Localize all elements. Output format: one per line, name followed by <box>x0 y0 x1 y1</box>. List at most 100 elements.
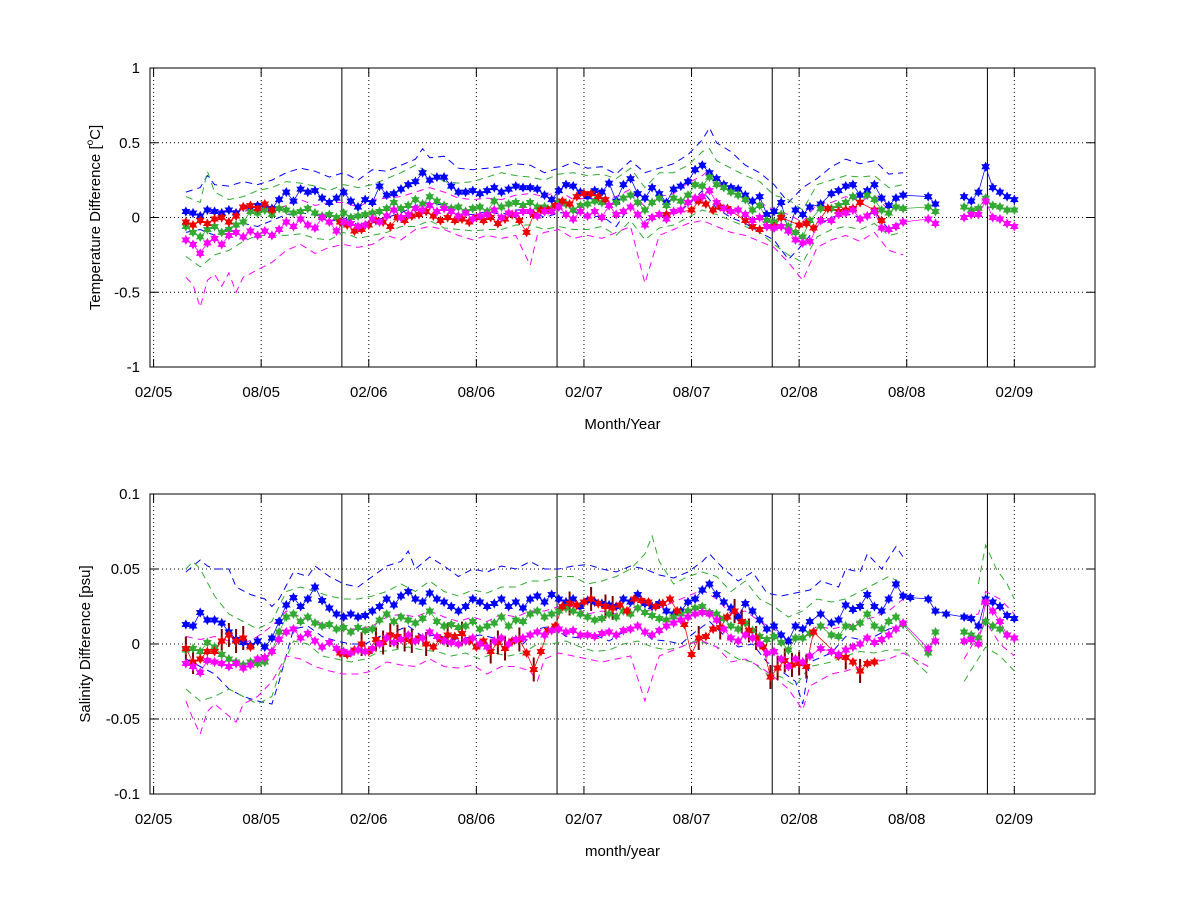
salinity-blue-data-point <box>834 614 843 626</box>
salinity-red-data-point <box>246 641 255 653</box>
temperature-magenta-data-point <box>748 215 757 226</box>
salinity-blue-data-point <box>525 593 535 605</box>
salinity-green-data-point <box>289 608 298 620</box>
temperature-y-tick-label: 1 <box>132 60 140 77</box>
salinity-blue-data-point <box>475 596 485 608</box>
temperature-green-data-point <box>303 203 313 214</box>
salinity-blue-data-point <box>547 589 557 600</box>
salinity-green-data-point <box>468 616 478 627</box>
temperature-magenta-data-point <box>855 213 865 225</box>
temperature-blue-data-point <box>332 193 341 204</box>
salinity-y-axis-label: Salinity Difference [psu] <box>77 565 94 722</box>
salinity-magenta-data-point <box>353 644 363 656</box>
salinity-magenta-data-point <box>626 623 635 635</box>
salinity-magenta-data-point <box>554 623 564 635</box>
temperature-magenta-data-point <box>988 212 998 223</box>
temperature-magenta-data-point <box>633 209 643 220</box>
temperature-magenta-data-point <box>626 201 635 213</box>
salinity-red-data-point <box>593 598 603 609</box>
salinity-magenta-data-point <box>783 661 793 672</box>
temperature-magenta-data-point <box>332 225 341 237</box>
salinity-red-data-point <box>622 605 632 617</box>
temperature-green-data-point <box>195 231 205 242</box>
temperature-x-tick-label: 08/08 <box>888 384 926 401</box>
salinity-green-data-point <box>439 620 449 632</box>
temperature-difference-panel: 02/05 08/05 02/06 08/06 02/07 08/07 02/08 08/08… <box>85 60 1096 433</box>
salinity-blue-data-point <box>884 593 894 605</box>
salinity-green-data-point <box>446 619 456 630</box>
salinity-blue-data-point <box>841 599 851 611</box>
temperature-green-data-point <box>805 215 815 226</box>
salinity-magenta-data-point <box>597 628 607 639</box>
temperature-magenta-data-point <box>246 225 255 237</box>
salinity-blue-data-point <box>848 604 858 615</box>
temperature-blue-lower-envelope <box>185 189 904 261</box>
salinity-red-data-point <box>238 632 248 644</box>
salinity-green-data-point <box>518 616 528 627</box>
salinity-magenta-data-point <box>855 638 865 650</box>
salinity-x-tick-label: 08/08 <box>888 811 926 828</box>
salinity-blue-data-point <box>755 614 765 626</box>
temperature-magenta-data-point <box>432 206 442 217</box>
salinity-blue-data-point <box>188 620 198 632</box>
salinity-red-data-point <box>672 605 682 617</box>
temperature-magenta-data-point <box>848 204 858 216</box>
temperature-magenta-data-point <box>475 210 485 222</box>
temperature-green-data-point <box>274 203 284 214</box>
salinity-blue-data-point <box>281 599 291 611</box>
temperature-blue-data-point <box>798 209 808 220</box>
temperature-blue-data-point <box>619 179 628 190</box>
temperature-green-data-point <box>202 224 212 235</box>
temperature-magenta-data-point <box>877 222 887 234</box>
salinity-red-data-point <box>629 593 639 605</box>
salinity-magenta-data-point <box>604 626 614 638</box>
salinity-x-tick-label: 08/06 <box>458 811 496 828</box>
temperature-magenta-data-point <box>396 212 406 223</box>
temperature-green-data-point <box>740 194 750 205</box>
salinity-magenta-data-point <box>719 623 729 635</box>
temperature-green-data-point <box>719 182 729 193</box>
salinity-magenta-data-point <box>332 643 341 654</box>
salinity-magenta-data-point <box>726 632 736 644</box>
salinity-magenta-data-point <box>274 634 284 645</box>
salinity-blue-data-point <box>1002 610 1012 621</box>
temperature-magenta-data-point <box>712 197 722 208</box>
salinity-magenta-data-point <box>762 647 772 659</box>
temperature-blue-data-point <box>769 206 779 217</box>
salinity-x-tick-label: 02/05 <box>135 811 173 828</box>
temperature-magenta-data-point <box>662 213 671 225</box>
temperature-magenta-data-point <box>640 219 650 231</box>
salinity-y-tick-labels: -0.1 -0.05 0 0.05 0.1 <box>106 486 140 803</box>
temperature-red-data-point <box>593 191 603 202</box>
temperature-blue-data-point <box>310 185 320 196</box>
temperature-green-data-point <box>870 194 879 205</box>
salinity-magenta-data-point <box>1009 632 1019 644</box>
salinity-blue-data-point <box>827 617 836 629</box>
temperature-blue-data-point <box>626 173 635 184</box>
temperature-red-data-point <box>267 204 277 216</box>
salinity-magenta-data-point <box>923 643 933 654</box>
temperature-blue-data-point <box>959 191 969 202</box>
salinity-magenta-data-point <box>995 616 1005 627</box>
temperature-blue-data-point <box>446 181 456 192</box>
temperature-magenta-data-point <box>755 212 765 223</box>
salinity-green-data-point <box>877 623 887 635</box>
salinity-green-data-point <box>281 611 291 623</box>
salinity-red-data-point <box>809 626 818 638</box>
salinity-blue-data-point <box>877 605 887 617</box>
salinity-green-data-point <box>733 623 743 635</box>
temperature-magenta-data-point <box>267 230 277 241</box>
temperature-x-axis-label: Month/Year <box>584 416 660 433</box>
salinity-blue-data-point <box>511 596 521 608</box>
temperature-y-tick-label: 0 <box>132 210 140 227</box>
temperature-blue-data-point <box>827 188 836 199</box>
salinity-green-data-point <box>855 617 865 629</box>
salinity-green-data-point <box>647 610 657 621</box>
temperature-magenta-data-point <box>669 206 678 217</box>
salinity-blue-data-point <box>310 581 320 593</box>
salinity-red-data-point <box>744 625 754 636</box>
temperature-magenta-data-point <box>504 207 514 219</box>
temperature-blue-data-point <box>697 160 707 171</box>
salinity-green-data-point <box>525 608 535 620</box>
